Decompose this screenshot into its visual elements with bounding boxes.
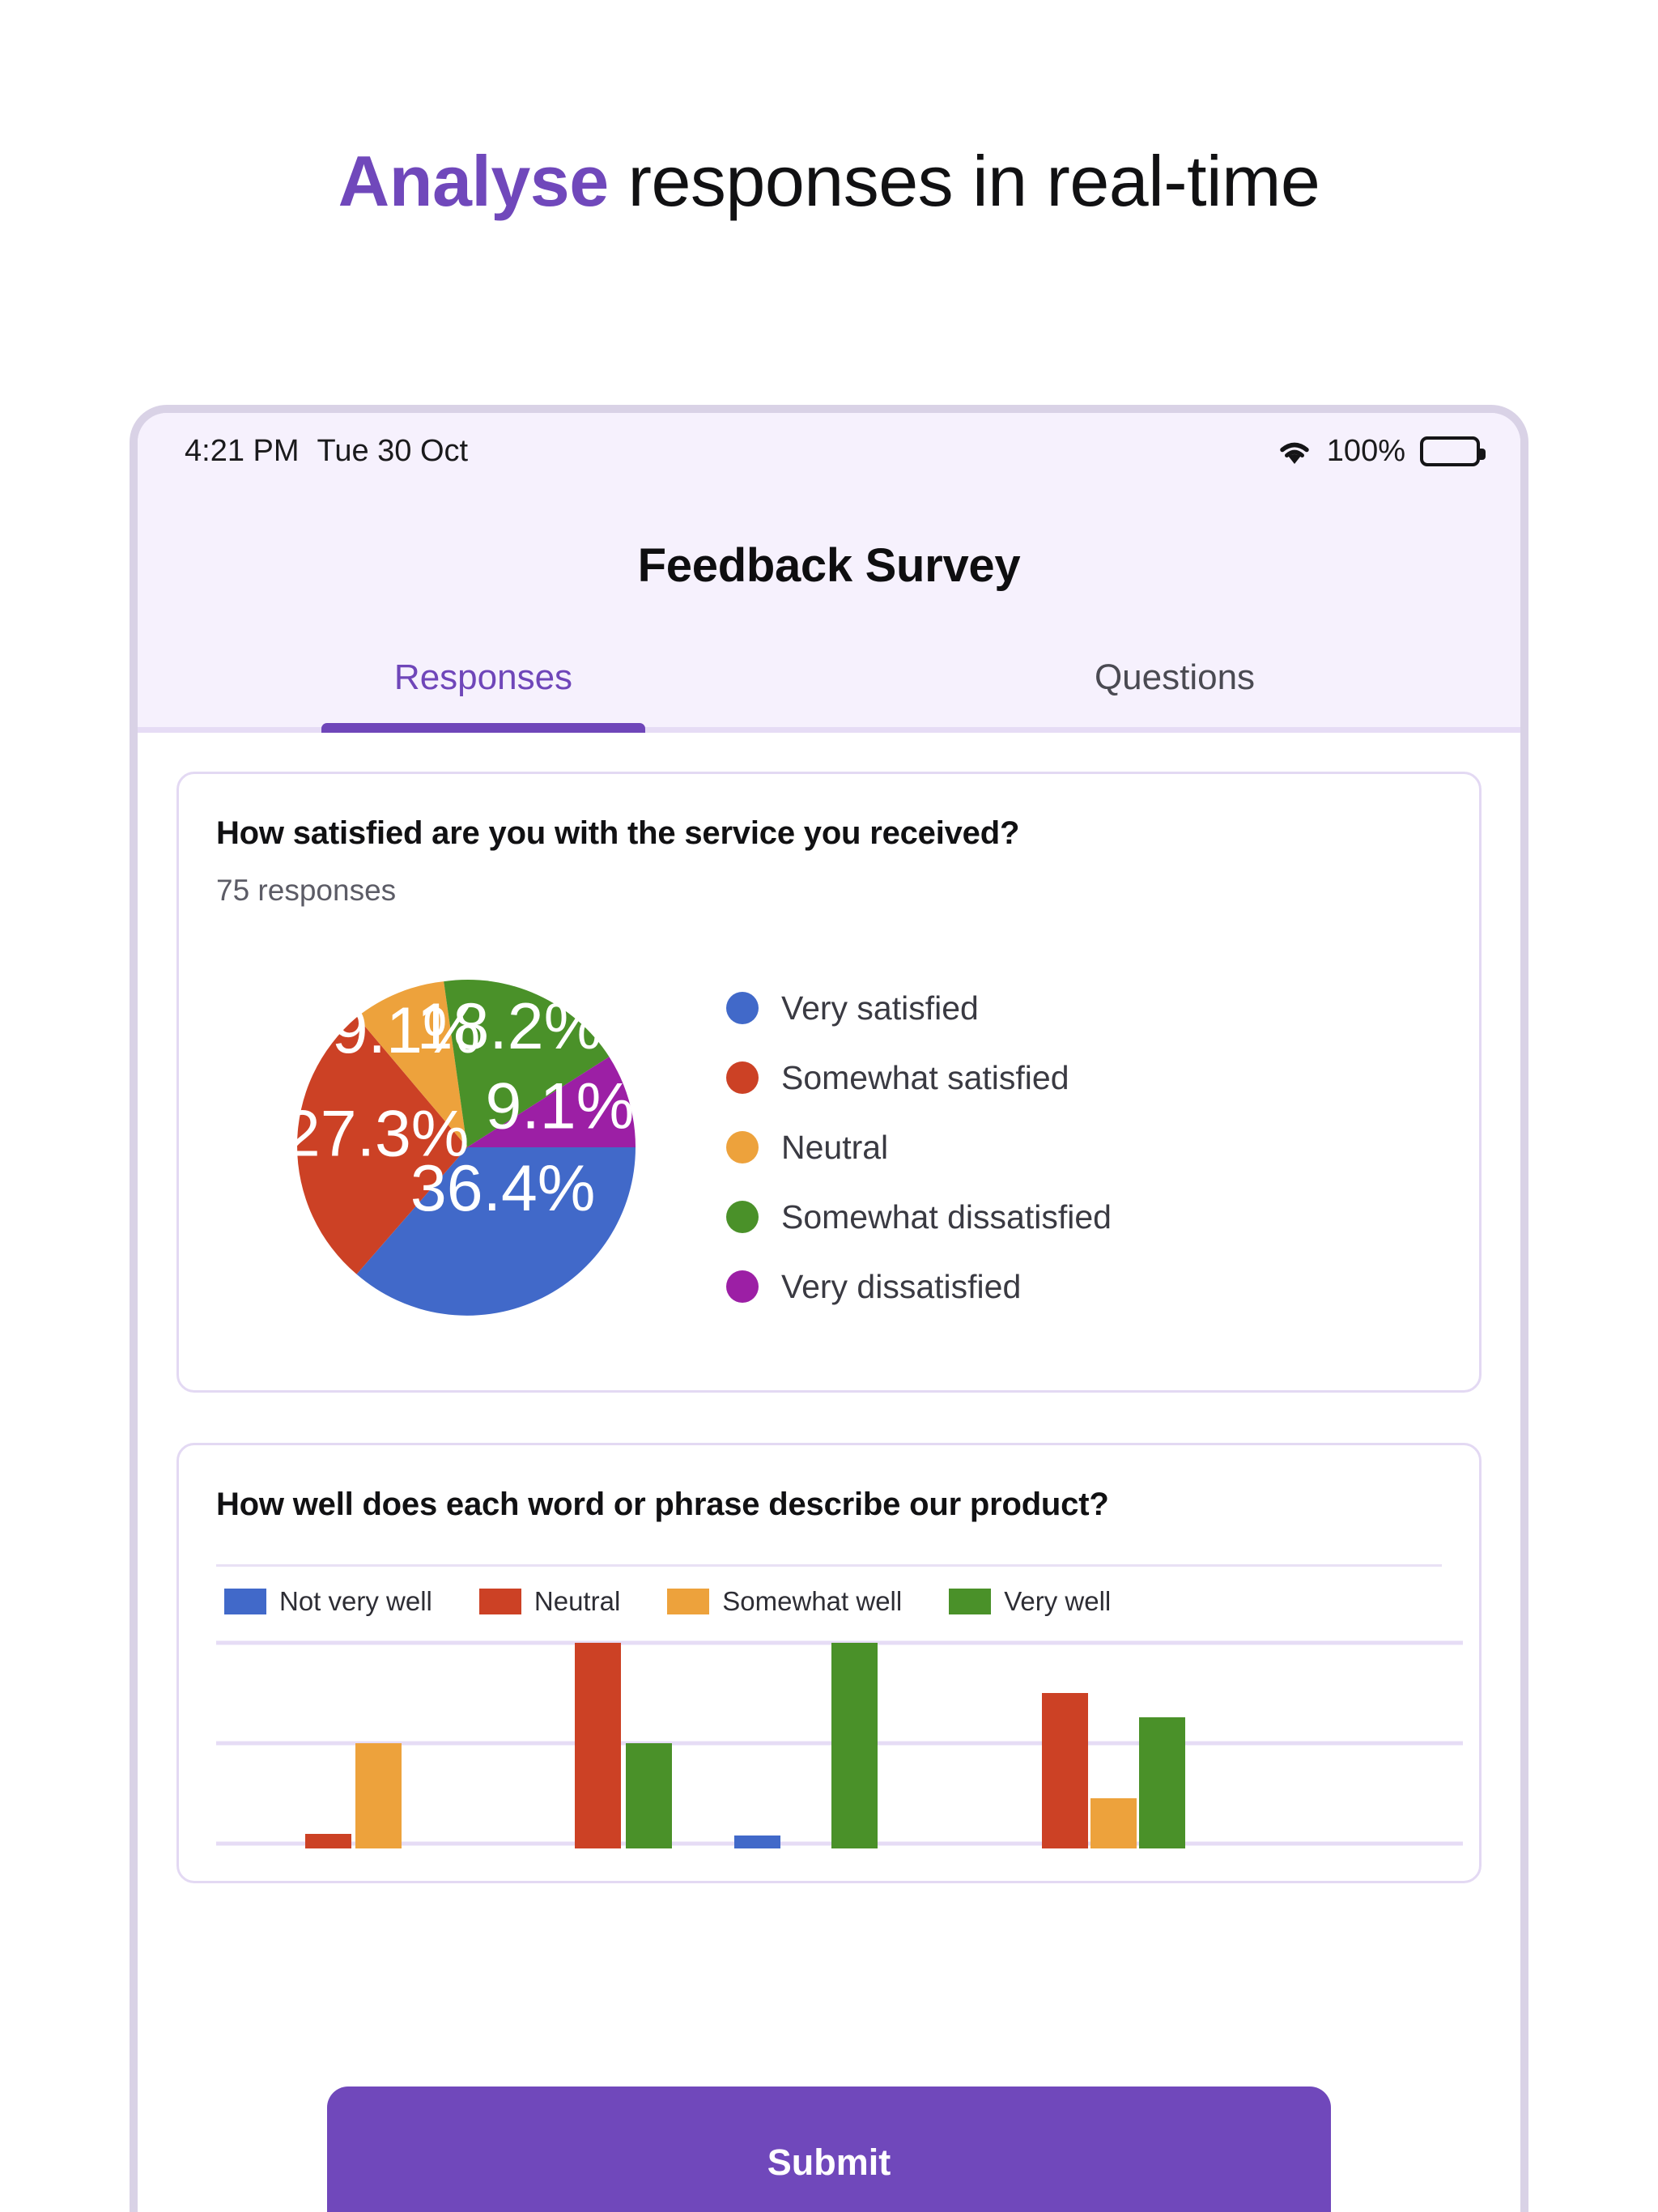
pie-slice-neutral xyxy=(357,981,467,1148)
tab-responses-label: Responses xyxy=(393,657,573,697)
submit-bar: Submit xyxy=(138,2052,1520,2212)
bar-very-well-g2 xyxy=(626,1743,672,1849)
legend-swatch-icon xyxy=(478,1589,521,1615)
legend-dot-icon xyxy=(726,1201,759,1234)
bar-chart-svg xyxy=(216,1640,1463,1849)
pie-label-somewhat-satisfied: 27.3% xyxy=(284,1098,470,1171)
tab-bar: Responses Questions xyxy=(138,657,1520,734)
pie-slice-very-satisfied xyxy=(356,1147,636,1317)
pie-chart-block: 36.4% 27.3% 9.1% 18.2% 9.1% Very satisfi… xyxy=(216,937,1442,1358)
tab-questions[interactable]: Questions xyxy=(829,657,1520,727)
bar-neutral-g1 xyxy=(305,1834,351,1849)
legend-item[interactable]: Very well xyxy=(949,1586,1111,1617)
legend-label: Very well xyxy=(1004,1586,1112,1617)
pie-slice-somewhat-dissatisfied xyxy=(444,980,610,1148)
pie-slice-very-dissatisfied xyxy=(467,1057,636,1148)
page-headline: Analyse responses in real-time xyxy=(0,141,1658,222)
pie-chart: 36.4% 27.3% 9.1% 18.2% 9.1% xyxy=(216,937,718,1358)
status-bar-right: 100% xyxy=(1277,434,1486,469)
wifi-icon xyxy=(1277,437,1312,466)
bar-very-well-g4 xyxy=(1139,1717,1185,1849)
bar-somewhat-well-g4 xyxy=(1090,1798,1137,1849)
pie-label-somewhat-dissatisfied: 18.2% xyxy=(417,990,602,1063)
legend-swatch-icon xyxy=(667,1589,710,1615)
pie-slice-somewhat-satisfied xyxy=(297,1017,467,1274)
legend-item[interactable]: Somewhat satisfied xyxy=(726,1059,1442,1097)
legend-dot-icon xyxy=(726,1270,759,1304)
tab-questions-label: Questions xyxy=(1094,657,1256,697)
bar-somewhat-well-g1 xyxy=(355,1743,402,1849)
responses-scroll-area[interactable]: How satisfied are you with the service y… xyxy=(138,733,1520,2212)
legend-item[interactable]: Neutral xyxy=(478,1586,621,1617)
legend-label: Neutral xyxy=(781,1128,889,1166)
battery-percent-label: 100% xyxy=(1326,434,1405,468)
question-title: How well does each word or phrase descri… xyxy=(216,1487,1109,1523)
bar-very-well-g3 xyxy=(831,1643,878,1849)
legend-label: Very dissatisfied xyxy=(781,1267,1022,1305)
submit-button[interactable]: Submit xyxy=(327,2087,1331,2212)
response-count: 75 responses xyxy=(216,874,397,908)
pie-label-very-satisfied: 36.4% xyxy=(410,1152,596,1225)
question-card-word-phrase: How well does each word or phrase descri… xyxy=(176,1443,1482,1884)
legend-item[interactable]: Very dissatisfied xyxy=(726,1268,1442,1306)
bar-neutral-g4 xyxy=(1042,1693,1088,1849)
legend-item[interactable]: Very satisfied xyxy=(726,989,1442,1027)
pie-legend: Very satisfied Somewhat satisfied Neutra… xyxy=(718,989,1442,1306)
legend-label: Somewhat dissatisfied xyxy=(781,1197,1112,1236)
legend-dot-icon xyxy=(726,992,759,1025)
legend-swatch-icon xyxy=(949,1589,992,1615)
pie-label-neutral: 9.1% xyxy=(332,994,481,1067)
app-header: Feedback Survey Responses Questions xyxy=(138,490,1520,734)
bar-chart xyxy=(216,1638,1463,1849)
legend-divider xyxy=(216,1564,1442,1568)
bar-not-very-well-g3 xyxy=(734,1836,780,1849)
page-title: Feedback Survey xyxy=(637,539,1021,592)
status-time: 4:21 PM xyxy=(185,434,300,468)
legend-item[interactable]: Somewhat dissatisfied xyxy=(726,1198,1442,1236)
pie-label-very-dissatisfied: 9.1% xyxy=(486,1070,635,1143)
legend-item[interactable]: Not very well xyxy=(224,1586,432,1617)
tab-bar-divider xyxy=(138,727,1520,733)
question-card-satisfaction: How satisfied are you with the service y… xyxy=(176,772,1482,1393)
phone-frame: 4:21 PM Tue 30 Oct 100% Feedback xyxy=(130,405,1528,2212)
pie-chart-svg: 36.4% 27.3% 9.1% 18.2% 9.1% xyxy=(284,980,636,1317)
headline-accent-word: Analyse xyxy=(338,141,610,221)
status-bar: 4:21 PM Tue 30 Oct 100% xyxy=(138,413,1520,490)
legend-item[interactable]: Neutral xyxy=(726,1129,1442,1167)
legend-label: Neutral xyxy=(534,1586,621,1617)
tab-active-indicator xyxy=(321,723,645,734)
status-date: Tue 30 Oct xyxy=(317,434,469,468)
tab-responses[interactable]: Responses xyxy=(138,657,829,734)
battery-full-icon xyxy=(1420,436,1486,466)
legend-dot-icon xyxy=(726,1061,759,1095)
legend-item[interactable]: Somewhat well xyxy=(667,1586,902,1617)
legend-label: Not very well xyxy=(279,1586,432,1617)
question-title: How satisfied are you with the service y… xyxy=(216,815,1020,851)
legend-label: Somewhat satisfied xyxy=(781,1058,1069,1096)
legend-swatch-icon xyxy=(224,1589,266,1615)
legend-dot-icon xyxy=(726,1131,759,1164)
bar-neutral-g2 xyxy=(575,1643,621,1849)
status-bar-left: 4:21 PM Tue 30 Oct xyxy=(185,434,468,469)
bar-chart-legend: Not very well Neutral Somewhat well Very… xyxy=(216,1567,1442,1635)
headline-rest: responses in real-time xyxy=(627,141,1320,221)
legend-label: Somewhat well xyxy=(722,1586,903,1617)
legend-label: Very satisfied xyxy=(781,989,979,1027)
